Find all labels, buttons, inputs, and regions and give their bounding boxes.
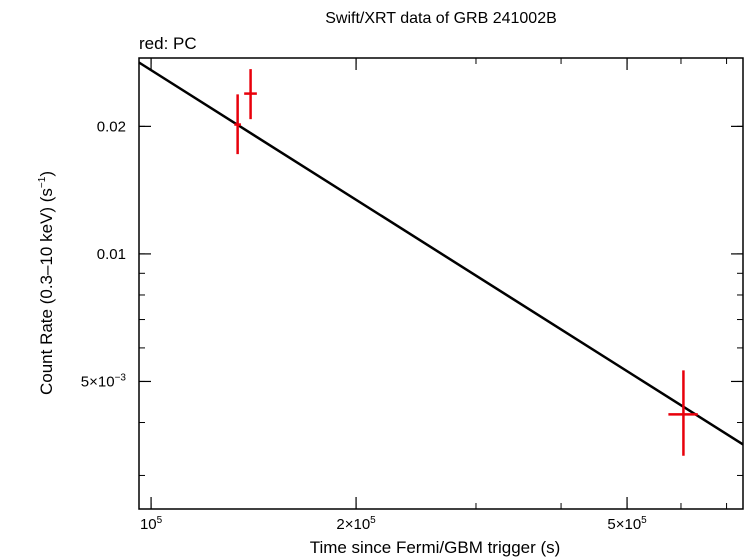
model-layer <box>138 61 744 446</box>
data-point <box>234 94 241 155</box>
data-point <box>244 69 257 120</box>
x-tick-mantissa: 2×10 <box>336 516 370 533</box>
x-axis-label: Time since Fermi/GBM trigger (s) <box>310 538 561 557</box>
x-tick-exponent: 5 <box>157 515 163 526</box>
x-tick-label: 2×105 <box>336 515 376 533</box>
y-axis-label-main: Count Rate (0.3–10 keV) (s <box>37 188 56 395</box>
x-tick-exponent: 5 <box>370 515 376 526</box>
chart-subtitle: red: PC <box>139 34 197 53</box>
y-axis-label-exponent: −1 <box>37 176 48 188</box>
plot-area <box>138 57 744 510</box>
data-points <box>234 69 698 456</box>
x-tick-label: 105 <box>140 515 163 533</box>
y-tick-mantissa: 5×10 <box>81 373 115 390</box>
y-tick-label: 0.02 <box>97 118 126 135</box>
major-ticks <box>139 58 743 509</box>
plot-frame <box>138 57 744 510</box>
data-point <box>668 370 698 456</box>
minor-ticks <box>139 58 743 509</box>
y-axis-label: Count Rate (0.3–10 keV) (s−1) <box>37 171 56 395</box>
x-tick-exponent: 5 <box>641 515 647 526</box>
y-tick-label: 0.01 <box>97 246 126 263</box>
x-tick-labels: 105 2×105 5×105 <box>140 515 647 533</box>
model-fit-line <box>138 61 744 446</box>
x-tick-label: 5×105 <box>607 515 647 533</box>
y-tick-exponent: −3 <box>115 372 127 383</box>
x-tick-mantissa: 10 <box>140 516 157 533</box>
x-tick-mantissa: 5×10 <box>607 516 641 533</box>
y-tick-mantissa: 0.01 <box>97 246 126 263</box>
chart-title: Swift/XRT data of GRB 241002B <box>325 10 557 27</box>
y-tick-label: 5×10−3 <box>81 372 127 390</box>
y-axis-label-close: ) <box>37 171 56 177</box>
y-tick-mantissa: 0.02 <box>97 118 126 135</box>
y-tick-labels: 0.02 0.01 5×10−3 <box>81 118 127 390</box>
